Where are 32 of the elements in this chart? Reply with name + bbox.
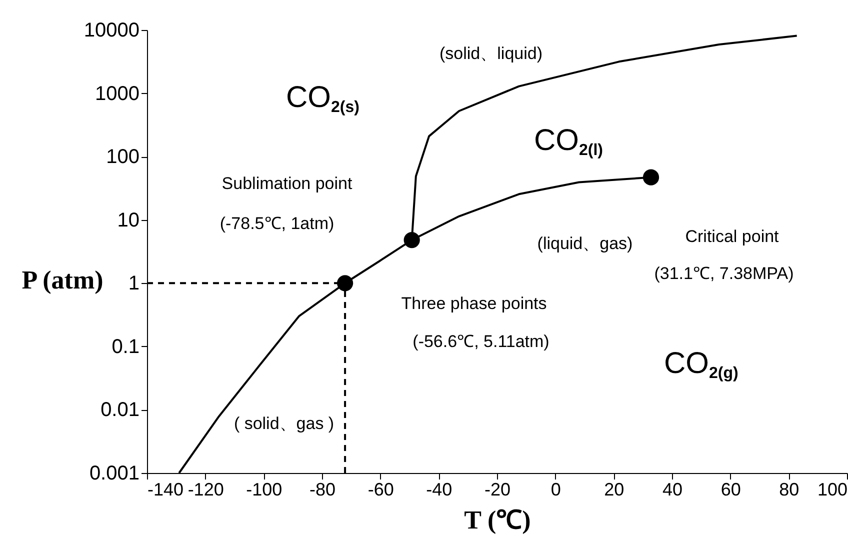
x-tick-label: 40 [662,480,683,500]
x-tick-label: -140 [148,480,184,500]
x-axis-title: T (℃) [464,506,531,534]
x-tick-label: 80 [779,480,800,500]
annotation: Sublimation point [222,174,352,193]
annotation: (31.1℃, 7.38MPA) [654,264,794,283]
annotation: (-78.5℃, 1atm) [220,214,334,233]
y-axis-title: P (atm) [22,266,104,294]
y-tick-label: 0.001 [89,462,140,484]
x-tick-label: -40 [426,480,452,500]
y-tick-label: 10000 [84,20,140,42]
x-tick-label: -80 [309,480,336,500]
y-tick-label: 10 [117,209,140,232]
x-tick-label: 20 [604,480,624,500]
x-tick-label: -120 [188,480,224,500]
annotation: (solid、liquid) [440,44,542,63]
y-tick-label: 1000 [95,82,140,105]
x-tick-label: -20 [484,480,511,500]
annotation: (liquid、gas) [537,234,633,253]
x-tick-label: 0 [550,480,561,500]
x-tick-label: -60 [368,480,394,500]
x-tick-label: 60 [720,480,741,500]
annotation: Three phase points [401,294,547,313]
annotation: (-56.6℃, 5.11atm) [412,332,550,351]
x-tick-label: -100 [246,480,282,500]
y-tick-label: 100 [106,146,140,168]
x-tick-label: 100 [817,480,848,500]
y-tick-label: 1 [128,272,140,295]
annotation: ( solid、gas ) [234,414,334,433]
y-tick-label: 0.01 [100,399,140,422]
y-tick-label: 0.1 [112,336,140,358]
annotation: Critical point [685,227,780,246]
